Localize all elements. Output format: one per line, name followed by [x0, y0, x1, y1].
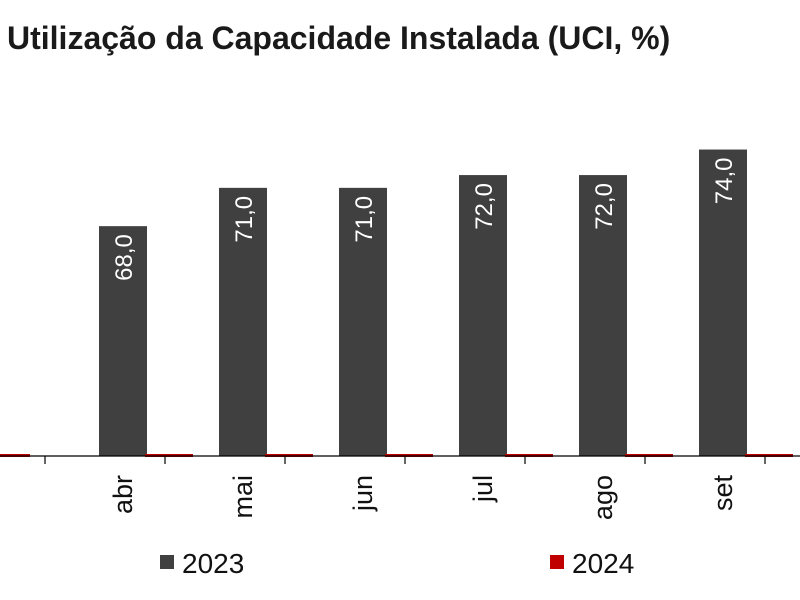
x-axis	[0, 455, 800, 464]
data-label-2023-set: 74,0	[711, 158, 738, 205]
x-tick-label-ago: ago	[588, 475, 618, 520]
legend-swatch-2023	[160, 555, 174, 569]
bar-2023-jul	[459, 175, 507, 457]
data-label-2023-jul: 72,0	[471, 183, 498, 230]
x-tick-label-set: set	[708, 475, 738, 512]
bar-2023-set	[699, 149, 747, 457]
legend-label-2024: 2024	[572, 548, 634, 579]
data-label-2023-mai: 71,0	[231, 196, 258, 243]
bar-2023-ago	[579, 175, 627, 457]
x-tick-label-abr: abr	[108, 475, 138, 514]
x-tick-labels: abr mai jun jul ago set	[108, 475, 738, 521]
legend-swatch-2024	[550, 555, 564, 569]
chart-title: Utilização da Capacidade Instalada (UCI,…	[7, 20, 671, 56]
bars-group	[0, 149, 793, 457]
x-tick-label-jun: jun	[348, 475, 378, 512]
data-label-2023-ago: 72,0	[591, 183, 618, 230]
bar-2023-jun	[339, 187, 387, 456]
data-label-2023-abr: 68,0	[111, 234, 138, 281]
legend-label-2023: 2023	[182, 548, 244, 579]
bar-2023-abr	[99, 226, 147, 456]
bar-2023-mai	[219, 187, 267, 456]
data-labels: 68,071,071,072,072,074,073,0	[111, 158, 738, 281]
x-tick-label-mai: mai	[228, 475, 258, 519]
legend: 2023 2024	[160, 548, 634, 579]
data-label-2023-jun: 71,0	[351, 196, 378, 243]
x-tick-label-jul: jul	[468, 475, 498, 503]
